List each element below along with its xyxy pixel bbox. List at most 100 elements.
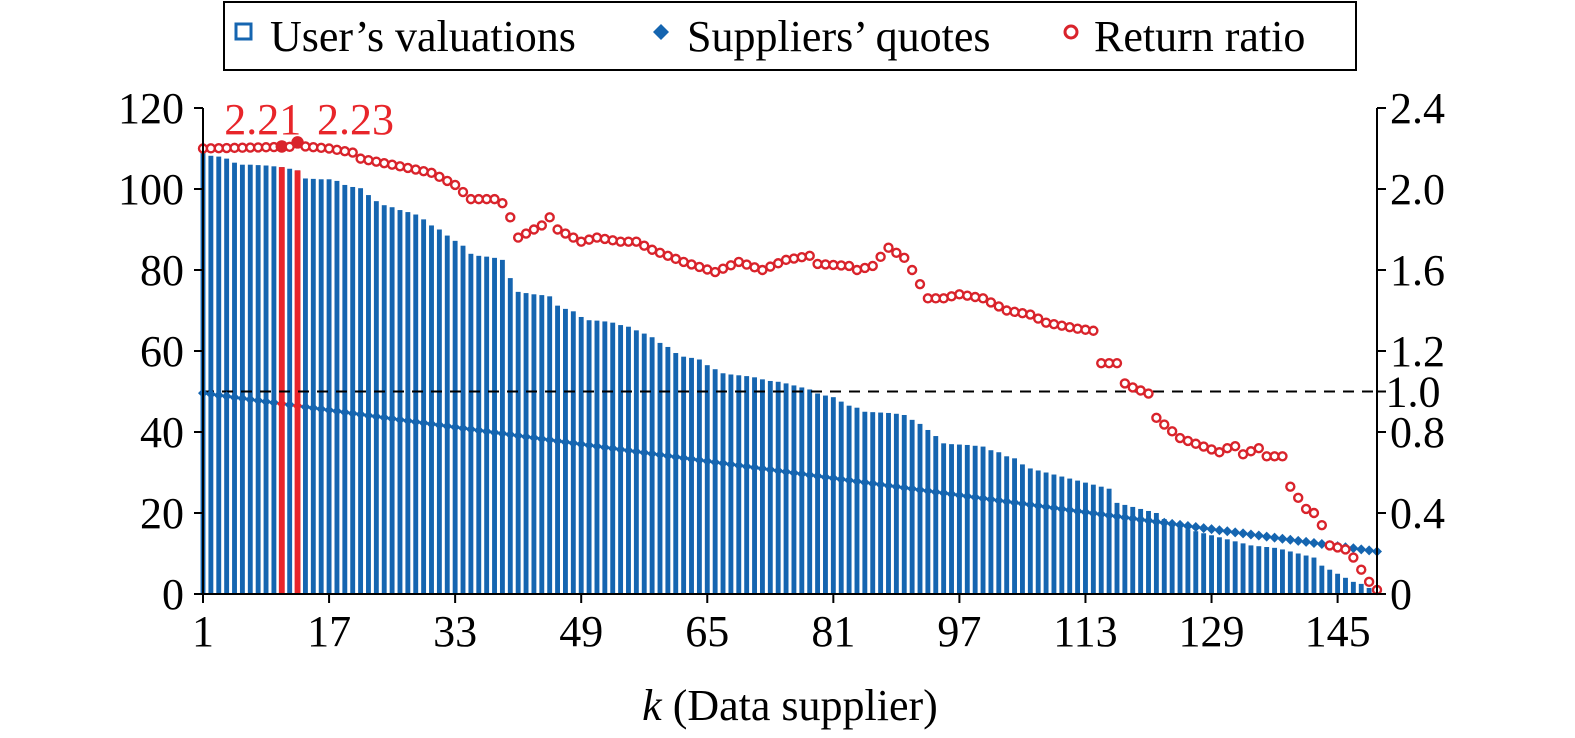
- valuation-bar: [1051, 474, 1057, 594]
- ratio-point: [985, 297, 997, 308]
- legend-label-ratio: Return ratio: [1094, 12, 1305, 61]
- valuation-bar: [1122, 504, 1128, 594]
- valuation-bar: [570, 311, 576, 594]
- quote-point: [1159, 517, 1170, 528]
- ratio-point: [1064, 322, 1075, 333]
- y-tick-label-left: 40: [140, 408, 184, 457]
- quote-point: [985, 494, 996, 505]
- valuation-bar: [1161, 519, 1167, 594]
- quote-point: [261, 396, 272, 407]
- valuation-bar: [373, 201, 379, 594]
- ratio-point: [449, 179, 461, 191]
- ratio-point: [788, 253, 800, 264]
- quote-point: [276, 398, 287, 409]
- quote-point: [1230, 527, 1241, 538]
- valuation-bar: [1130, 506, 1136, 594]
- valuation-bar: [1090, 484, 1096, 594]
- valuation-bar: [791, 385, 797, 594]
- ratio-point: [1277, 451, 1288, 462]
- ratio-point: [568, 232, 579, 243]
- ratio-point: [552, 224, 563, 235]
- valuation-bar: [917, 423, 923, 594]
- ratio-point: [591, 232, 603, 243]
- valuation-bar: [350, 186, 356, 594]
- valuation-bar: [1019, 464, 1025, 594]
- valuation-bar: [1027, 468, 1033, 594]
- quote-point: [1001, 496, 1012, 507]
- ratio-point: [1001, 305, 1012, 316]
- highlight-value-label: 2.23: [317, 95, 394, 144]
- valuation-bar: [586, 320, 592, 594]
- ratio-point: [1025, 309, 1036, 320]
- quote-point: [915, 484, 926, 495]
- quote-point: [1308, 537, 1319, 548]
- quote-point: [560, 437, 571, 448]
- ratio-point: [1356, 564, 1367, 575]
- valuation-bar: [870, 412, 876, 594]
- ratio-point: [977, 293, 989, 304]
- ratio-point: [434, 171, 445, 183]
- quote-point: [1238, 528, 1249, 539]
- quote-point: [1253, 530, 1264, 541]
- ratio-point: [796, 251, 808, 263]
- y-tick-label-right: 0.4: [1390, 489, 1445, 538]
- ratio-point: [379, 157, 390, 169]
- valuation-bar: [964, 444, 970, 594]
- valuation-bar: [232, 162, 237, 595]
- valuation-bar: [224, 158, 230, 594]
- valuation-bar: [846, 405, 852, 594]
- valuation-bar: [239, 164, 245, 594]
- ratio-point: [418, 165, 429, 177]
- ratio-point: [780, 254, 792, 266]
- quote-point: [1190, 522, 1201, 533]
- valuation-bar: [728, 374, 734, 594]
- valuation-bar: [823, 395, 828, 594]
- valuation-bar: [429, 225, 434, 594]
- ratio-point: [497, 197, 508, 209]
- quote-point: [458, 423, 469, 434]
- valuation-bar: [736, 375, 742, 594]
- valuation-bar: [389, 207, 395, 594]
- quote-point: [339, 407, 350, 418]
- quote-point: [820, 472, 831, 483]
- x-tick-label: 145: [1305, 607, 1371, 656]
- quote-point: [954, 490, 965, 501]
- quote-point: [497, 428, 508, 439]
- quote-point: [1167, 518, 1178, 529]
- valuation-bar: [925, 429, 931, 594]
- quote-point: [1064, 505, 1075, 516]
- quote-point: [978, 493, 989, 504]
- valuation-bar: [783, 383, 789, 594]
- ratio-point: [1340, 544, 1351, 555]
- ratio-point: [355, 153, 366, 164]
- quote-point: [781, 466, 792, 477]
- ratio-point: [969, 291, 981, 303]
- valuation-bar: [618, 325, 624, 594]
- quote-point: [426, 418, 437, 429]
- valuation-bar: [1177, 527, 1183, 594]
- quote-point: [883, 480, 894, 491]
- quote-point: [253, 395, 264, 406]
- quote-point: [1245, 529, 1256, 540]
- ratio-point: [867, 260, 878, 272]
- valuation-bar: [956, 444, 962, 594]
- y-tick-label-left: 100: [118, 165, 184, 214]
- x-tick-label: 65: [685, 607, 729, 656]
- ratio-point: [323, 143, 335, 154]
- quote-point: [387, 413, 398, 424]
- ratio-point: [599, 233, 611, 245]
- valuation-bar: [381, 205, 387, 594]
- quote-point: [828, 473, 839, 484]
- quote-point: [859, 477, 870, 488]
- quote-point: [639, 447, 650, 458]
- y-tick-label-left: 20: [140, 489, 184, 538]
- valuation-bar: [641, 333, 647, 594]
- x-tick-label: 81: [811, 607, 855, 656]
- ratio-point: [1119, 378, 1131, 389]
- quote-point: [308, 402, 319, 413]
- ratio-point: [875, 251, 886, 263]
- quote-point: [607, 443, 618, 454]
- x-tick-label: 49: [559, 607, 603, 656]
- valuation-bar: [886, 412, 891, 594]
- x-tick-label: 97: [937, 607, 981, 656]
